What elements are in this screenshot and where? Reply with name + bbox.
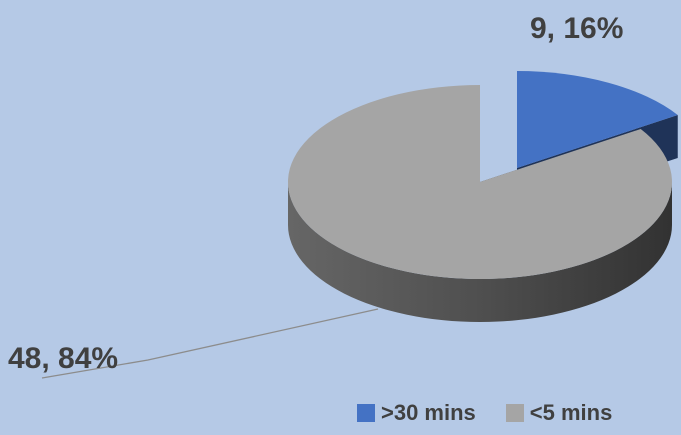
legend-item-over-30-mins: >30 mins <box>357 400 476 426</box>
legend-label-over-30-mins: >30 mins <box>381 400 476 425</box>
pie-slice-under-5-mins <box>288 85 672 279</box>
legend-swatch-under-5-mins <box>505 404 524 422</box>
leader-line-under-5-mins <box>41 308 379 379</box>
pie-slice-over-30-mins <box>517 71 678 168</box>
legend-swatch-over-30-mins <box>357 404 375 422</box>
data-label-under-5-mins: 48, 84% <box>8 342 119 375</box>
chart-legend: >30 mins <5 mins <box>357 400 612 426</box>
legend-label-under-5-mins: <5 mins <box>529 400 613 425</box>
pie-slice-side-under-5-mins <box>288 182 672 322</box>
data-label-over-30-mins: 9, 16% <box>530 12 624 45</box>
legend-item-under-5-mins: <5 mins <box>505 400 613 426</box>
